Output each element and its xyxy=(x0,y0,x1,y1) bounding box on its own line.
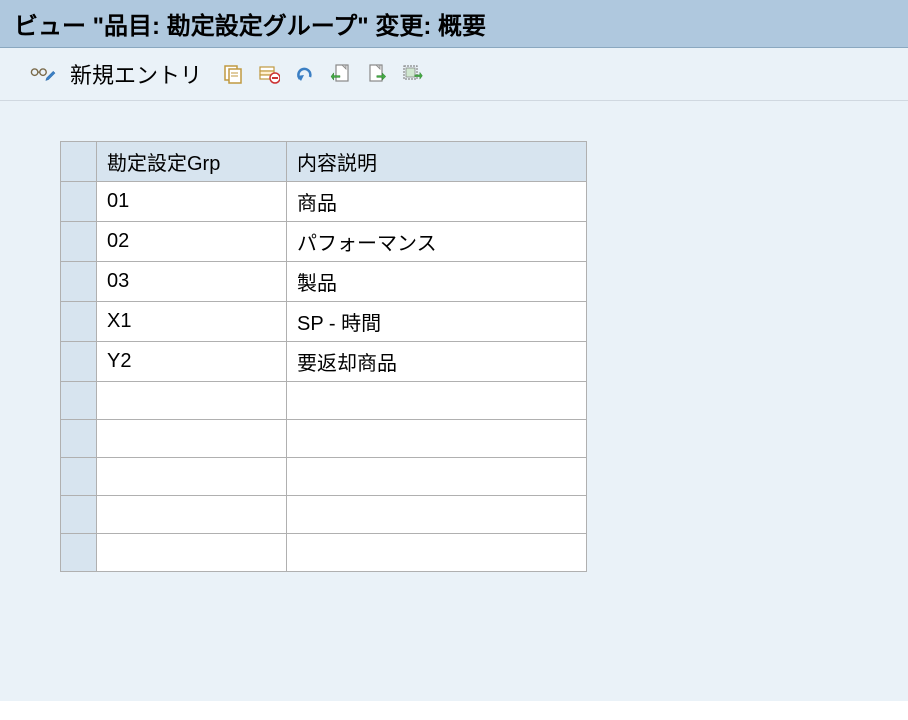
row-selector[interactable] xyxy=(61,496,97,534)
row-selector[interactable] xyxy=(61,222,97,262)
cell-code[interactable] xyxy=(97,534,287,572)
page-next-icon[interactable] xyxy=(364,62,390,86)
cell-desc[interactable] xyxy=(287,382,587,420)
cell-desc[interactable]: 商品 xyxy=(287,182,587,222)
cell-code[interactable]: 02 xyxy=(97,222,287,262)
new-entry-button[interactable]: 新規エントリ xyxy=(70,58,202,90)
row-selector[interactable] xyxy=(61,420,97,458)
cell-desc[interactable] xyxy=(287,534,587,572)
row-selector-header[interactable] xyxy=(61,142,97,182)
undo-icon[interactable] xyxy=(292,62,318,86)
glasses-edit-icon[interactable] xyxy=(30,62,56,86)
page-prev-icon[interactable] xyxy=(328,62,354,86)
cell-code[interactable] xyxy=(97,382,287,420)
table-row[interactable]: Y2 要返却商品 xyxy=(61,342,587,382)
row-selector[interactable] xyxy=(61,458,97,496)
table-body: 01 商品 02 パフォーマンス 03 製品 X1 SP - 時間 Y2 xyxy=(61,182,587,572)
table-row-empty[interactable] xyxy=(61,382,587,420)
cell-code[interactable] xyxy=(97,496,287,534)
cell-code[interactable] xyxy=(97,420,287,458)
cell-desc[interactable]: 製品 xyxy=(287,262,587,302)
table-row[interactable]: X1 SP - 時間 xyxy=(61,302,587,342)
table-row[interactable]: 01 商品 xyxy=(61,182,587,222)
cell-desc[interactable]: 要返却商品 xyxy=(287,342,587,382)
title-bar: ビュー "品目: 勘定設定グループ" 変更: 概要 xyxy=(0,0,908,48)
copy-icon[interactable] xyxy=(220,62,246,86)
table-row[interactable]: 03 製品 xyxy=(61,262,587,302)
toolbar: 新規エントリ xyxy=(0,48,908,101)
cell-code[interactable] xyxy=(97,458,287,496)
content-area: 勘定設定Grp 内容説明 01 商品 02 パフォーマンス 03 製品 xyxy=(0,101,908,701)
row-selector[interactable] xyxy=(61,182,97,222)
select-block-icon[interactable] xyxy=(400,62,426,86)
row-selector[interactable] xyxy=(61,382,97,420)
cell-code[interactable]: X1 xyxy=(97,302,287,342)
cell-desc[interactable]: パフォーマンス xyxy=(287,222,587,262)
row-selector[interactable] xyxy=(61,302,97,342)
page-title: ビュー "品目: 勘定設定グループ" 変更: 概要 xyxy=(14,13,486,40)
row-selector[interactable] xyxy=(61,262,97,302)
table-row-empty[interactable] xyxy=(61,496,587,534)
delete-row-icon[interactable] xyxy=(256,62,282,86)
table-row[interactable]: 02 パフォーマンス xyxy=(61,222,587,262)
cell-code[interactable]: Y2 xyxy=(97,342,287,382)
cell-desc[interactable]: SP - 時間 xyxy=(287,302,587,342)
cell-code[interactable]: 03 xyxy=(97,262,287,302)
cell-code[interactable]: 01 xyxy=(97,182,287,222)
account-group-table: 勘定設定Grp 内容説明 01 商品 02 パフォーマンス 03 製品 xyxy=(60,141,587,572)
table-row-empty[interactable] xyxy=(61,420,587,458)
table-row-empty[interactable] xyxy=(61,534,587,572)
row-selector[interactable] xyxy=(61,534,97,572)
cell-desc[interactable] xyxy=(287,458,587,496)
table-row-empty[interactable] xyxy=(61,458,587,496)
cell-desc[interactable] xyxy=(287,496,587,534)
cell-desc[interactable] xyxy=(287,420,587,458)
col-header-desc[interactable]: 内容説明 xyxy=(287,142,587,182)
col-header-code[interactable]: 勘定設定Grp xyxy=(97,142,287,182)
row-selector[interactable] xyxy=(61,342,97,382)
